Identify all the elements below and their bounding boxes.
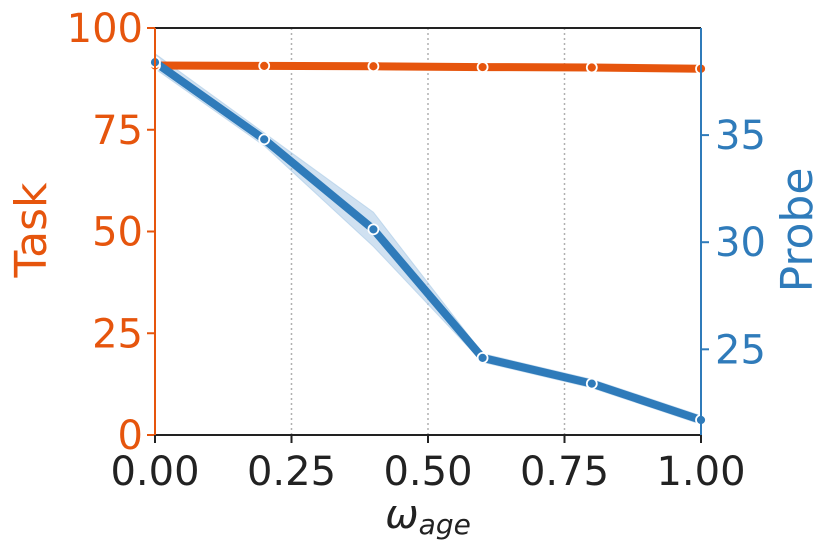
- x-tick-label: 0.00: [110, 449, 199, 495]
- x-axis-label-symbol: ω: [385, 492, 419, 538]
- y-left-tick-label: 0: [118, 413, 143, 459]
- series-point-left: [476, 61, 489, 73]
- x-tick-label: 0.75: [520, 449, 609, 495]
- y-left-tick-label: 100: [67, 6, 143, 52]
- series-line-left: [151, 61, 705, 73]
- y-right-tick-label: 35: [715, 113, 766, 159]
- x-tick-label: 0.50: [383, 449, 472, 495]
- tick-labels: 0 25 50 75 100 25 30 35 0.00 0.25 0.50 0.75 1.00: [67, 6, 766, 495]
- series-lines: [151, 58, 705, 425]
- series-point-left: [367, 60, 380, 73]
- series-point-right: [367, 223, 380, 236]
- series-point-left: [585, 61, 598, 74]
- series-point-right: [258, 133, 271, 146]
- y-left-tick-label: 75: [92, 108, 143, 154]
- grid-lines: [290, 28, 566, 435]
- x-axis-label: ωage: [385, 492, 471, 541]
- series-line-right: [151, 58, 705, 425]
- series-point-right: [476, 351, 489, 364]
- axes: [147, 27, 709, 443]
- y-left-tick-label: 25: [92, 311, 143, 357]
- y-right-tick-label: 25: [715, 327, 766, 373]
- x-tick-label: 0.25: [247, 449, 336, 495]
- series-point-left: [258, 59, 271, 72]
- y-axis-left-label: Task: [6, 182, 57, 278]
- y-right-tick-label: 30: [715, 220, 766, 266]
- y-left-tick-label: 50: [92, 210, 143, 256]
- series-point-right: [585, 377, 598, 390]
- x-tick-label: 1.00: [656, 449, 745, 495]
- y-axis-right-label: Probe: [772, 168, 823, 293]
- x-axis-label-subscript: age: [419, 508, 471, 541]
